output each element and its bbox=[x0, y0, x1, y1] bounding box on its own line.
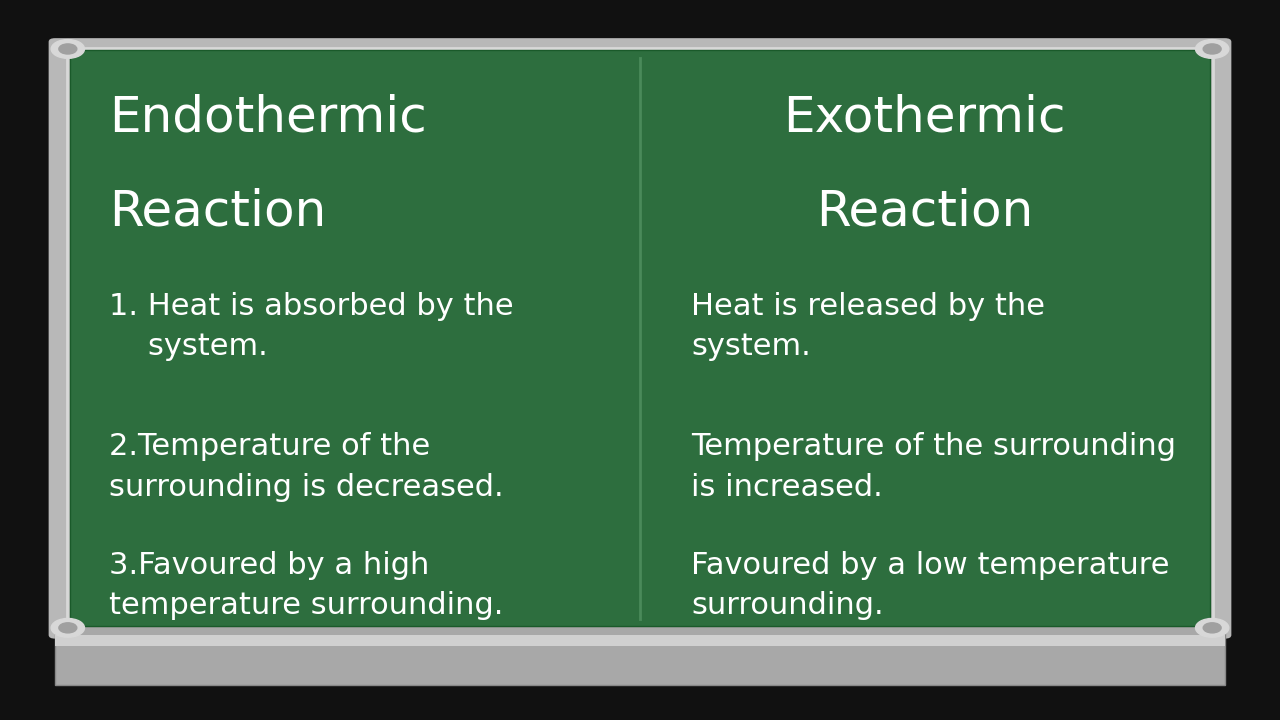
FancyBboxPatch shape bbox=[67, 48, 1213, 629]
Circle shape bbox=[1203, 623, 1221, 633]
Circle shape bbox=[59, 44, 77, 54]
Text: 2.Temperature of the
surrounding is decreased.: 2.Temperature of the surrounding is decr… bbox=[109, 432, 503, 502]
Bar bbox=[70, 50, 1210, 626]
Text: Heat is released by the
system.: Heat is released by the system. bbox=[691, 292, 1046, 361]
FancyBboxPatch shape bbox=[49, 38, 1231, 639]
Text: Favoured by a low temperature
surrounding.: Favoured by a low temperature surroundin… bbox=[691, 551, 1170, 621]
Bar bbox=[55, 635, 1225, 646]
Circle shape bbox=[51, 40, 84, 58]
Circle shape bbox=[1196, 40, 1229, 58]
Text: 3.Favoured by a high
temperature surrounding.: 3.Favoured by a high temperature surroun… bbox=[109, 551, 503, 621]
Bar bbox=[55, 626, 1225, 685]
Text: Reaction: Reaction bbox=[109, 187, 326, 235]
Text: 1. Heat is absorbed by the
    system.: 1. Heat is absorbed by the system. bbox=[109, 292, 513, 361]
Text: Temperature of the surrounding
is increased.: Temperature of the surrounding is increa… bbox=[691, 432, 1176, 502]
Circle shape bbox=[51, 618, 84, 637]
Text: Reaction: Reaction bbox=[817, 187, 1033, 235]
Text: Endothermic: Endothermic bbox=[109, 94, 426, 142]
Text: Exothermic: Exothermic bbox=[783, 94, 1066, 142]
Circle shape bbox=[59, 623, 77, 633]
Circle shape bbox=[1196, 618, 1229, 637]
Circle shape bbox=[1203, 44, 1221, 54]
